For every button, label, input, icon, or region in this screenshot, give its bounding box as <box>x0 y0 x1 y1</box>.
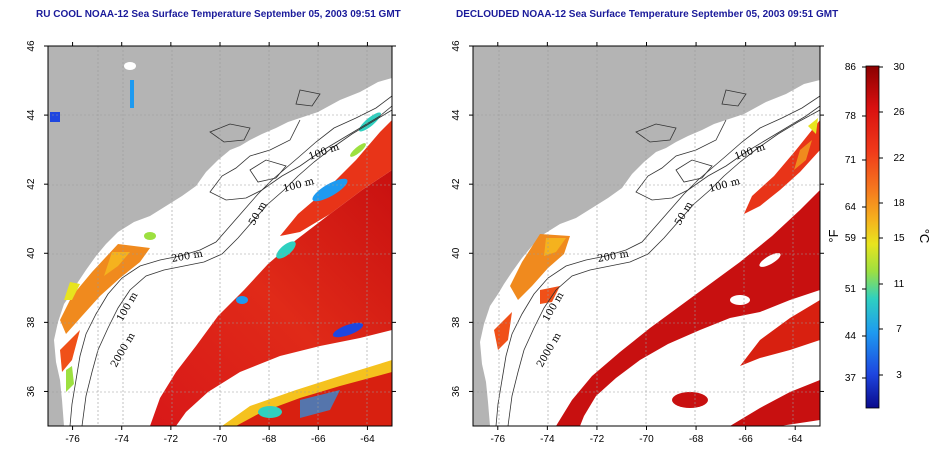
left-map-grid <box>48 46 392 426</box>
fahrenheit-tick-label: 86 <box>845 62 857 73</box>
left-map-bathymetry-contours <box>69 89 392 426</box>
left-y-tick-label: 44 <box>26 109 37 121</box>
right-y-tick-label: 44 <box>451 109 462 121</box>
right-map-warm-patches <box>556 190 820 426</box>
right-map: 100 m 100 m 50 m 200 m 100 m 2000 m -76-… <box>451 40 824 445</box>
right-y-tick-label: 46 <box>451 40 462 52</box>
fahrenheit-tick-label: 59 <box>845 233 857 244</box>
celsius-unit-label: °C <box>917 229 932 244</box>
left-map-land <box>48 46 392 426</box>
left-y-tick-label: 36 <box>26 385 37 397</box>
celsius-tick-label: 22 <box>893 153 905 164</box>
colorbar-ticks: 86 78 71 64 59 51 44 37 30 26 22 18 15 11 7 3 <box>845 62 905 384</box>
celsius-tick-label: 15 <box>893 233 905 244</box>
left-y-tick-label: 40 <box>26 247 37 259</box>
right-map-grid <box>473 46 820 426</box>
right-y-tick-label: 36 <box>451 385 462 397</box>
celsius-tick-label: 18 <box>893 198 905 209</box>
right-map-axes: -76 -74 -72 -70 -68 -66 -64 36 38 40 42 44 46 <box>451 40 824 445</box>
left-y-tick-label: 42 <box>26 178 37 190</box>
left-x-tick-label: -72 <box>164 434 179 445</box>
left-map-shelf-water <box>60 244 150 334</box>
fahrenheit-tick-label: 78 <box>845 111 857 122</box>
celsius-tick-label: 3 <box>896 370 902 381</box>
celsius-tick-label: 11 <box>894 279 905 290</box>
right-x-tick-label: -64 <box>788 434 803 445</box>
left-map-title: RU COOL NOAA-12 Sea Surface Temperature … <box>36 9 401 20</box>
left-map: 100 m 100 m 50 m 200 m 100 m 2000 m -76-… <box>26 40 396 445</box>
left-x-tick-label: -66 <box>311 434 326 445</box>
right-map-land <box>473 46 820 426</box>
right-x-tick-label: -66 <box>738 434 753 445</box>
right-map-title: DECLOUDED NOAA-12 Sea Surface Temperatur… <box>456 9 839 20</box>
right-x-tick-label: -74 <box>540 434 555 445</box>
fahrenheit-unit-label: °F <box>826 229 841 242</box>
celsius-tick-label: 7 <box>896 324 902 335</box>
colorbar-gradient <box>865 65 880 409</box>
left-x-tick-label: -64 <box>360 434 375 445</box>
right-x-tick-label: -72 <box>590 434 605 445</box>
left-y-tick-label: 38 <box>26 316 37 328</box>
left-y-tick-label: 46 <box>26 40 37 52</box>
right-y-tick-label: 40 <box>451 247 462 259</box>
right-map-shelf-patches <box>494 118 820 350</box>
celsius-tick-label: 26 <box>893 107 905 118</box>
fahrenheit-tick-label: 71 <box>845 155 857 166</box>
left-x-tick-label: -74 <box>114 434 129 445</box>
right-y-tick-label: 38 <box>451 316 462 328</box>
left-map-axes: -76 -74 -72 -70 -68 -66 -64 36 38 40 42 44 46 <box>26 40 396 445</box>
left-x-tick-label: -70 <box>213 434 228 445</box>
fahrenheit-tick-label: 44 <box>845 331 857 342</box>
colorbar: 86 78 71 64 59 51 44 37 30 26 22 18 15 11 7 3 °F °C <box>826 62 932 409</box>
fahrenheit-tick-label: 37 <box>845 373 857 384</box>
right-x-tick-label: -70 <box>639 434 654 445</box>
left-map-warm-band <box>150 170 392 426</box>
right-map-bathymetry-contours <box>495 89 820 426</box>
right-x-tick-label: -68 <box>689 434 704 445</box>
left-x-tick-label: -76 <box>65 434 80 445</box>
left-x-tick-label: -68 <box>262 434 277 445</box>
right-x-tick-label: -76 <box>491 434 506 445</box>
right-y-tick-label: 42 <box>451 178 462 190</box>
fahrenheit-tick-label: 64 <box>845 202 857 213</box>
celsius-tick-label: 30 <box>893 62 905 73</box>
fahrenheit-tick-label: 51 <box>845 284 857 295</box>
